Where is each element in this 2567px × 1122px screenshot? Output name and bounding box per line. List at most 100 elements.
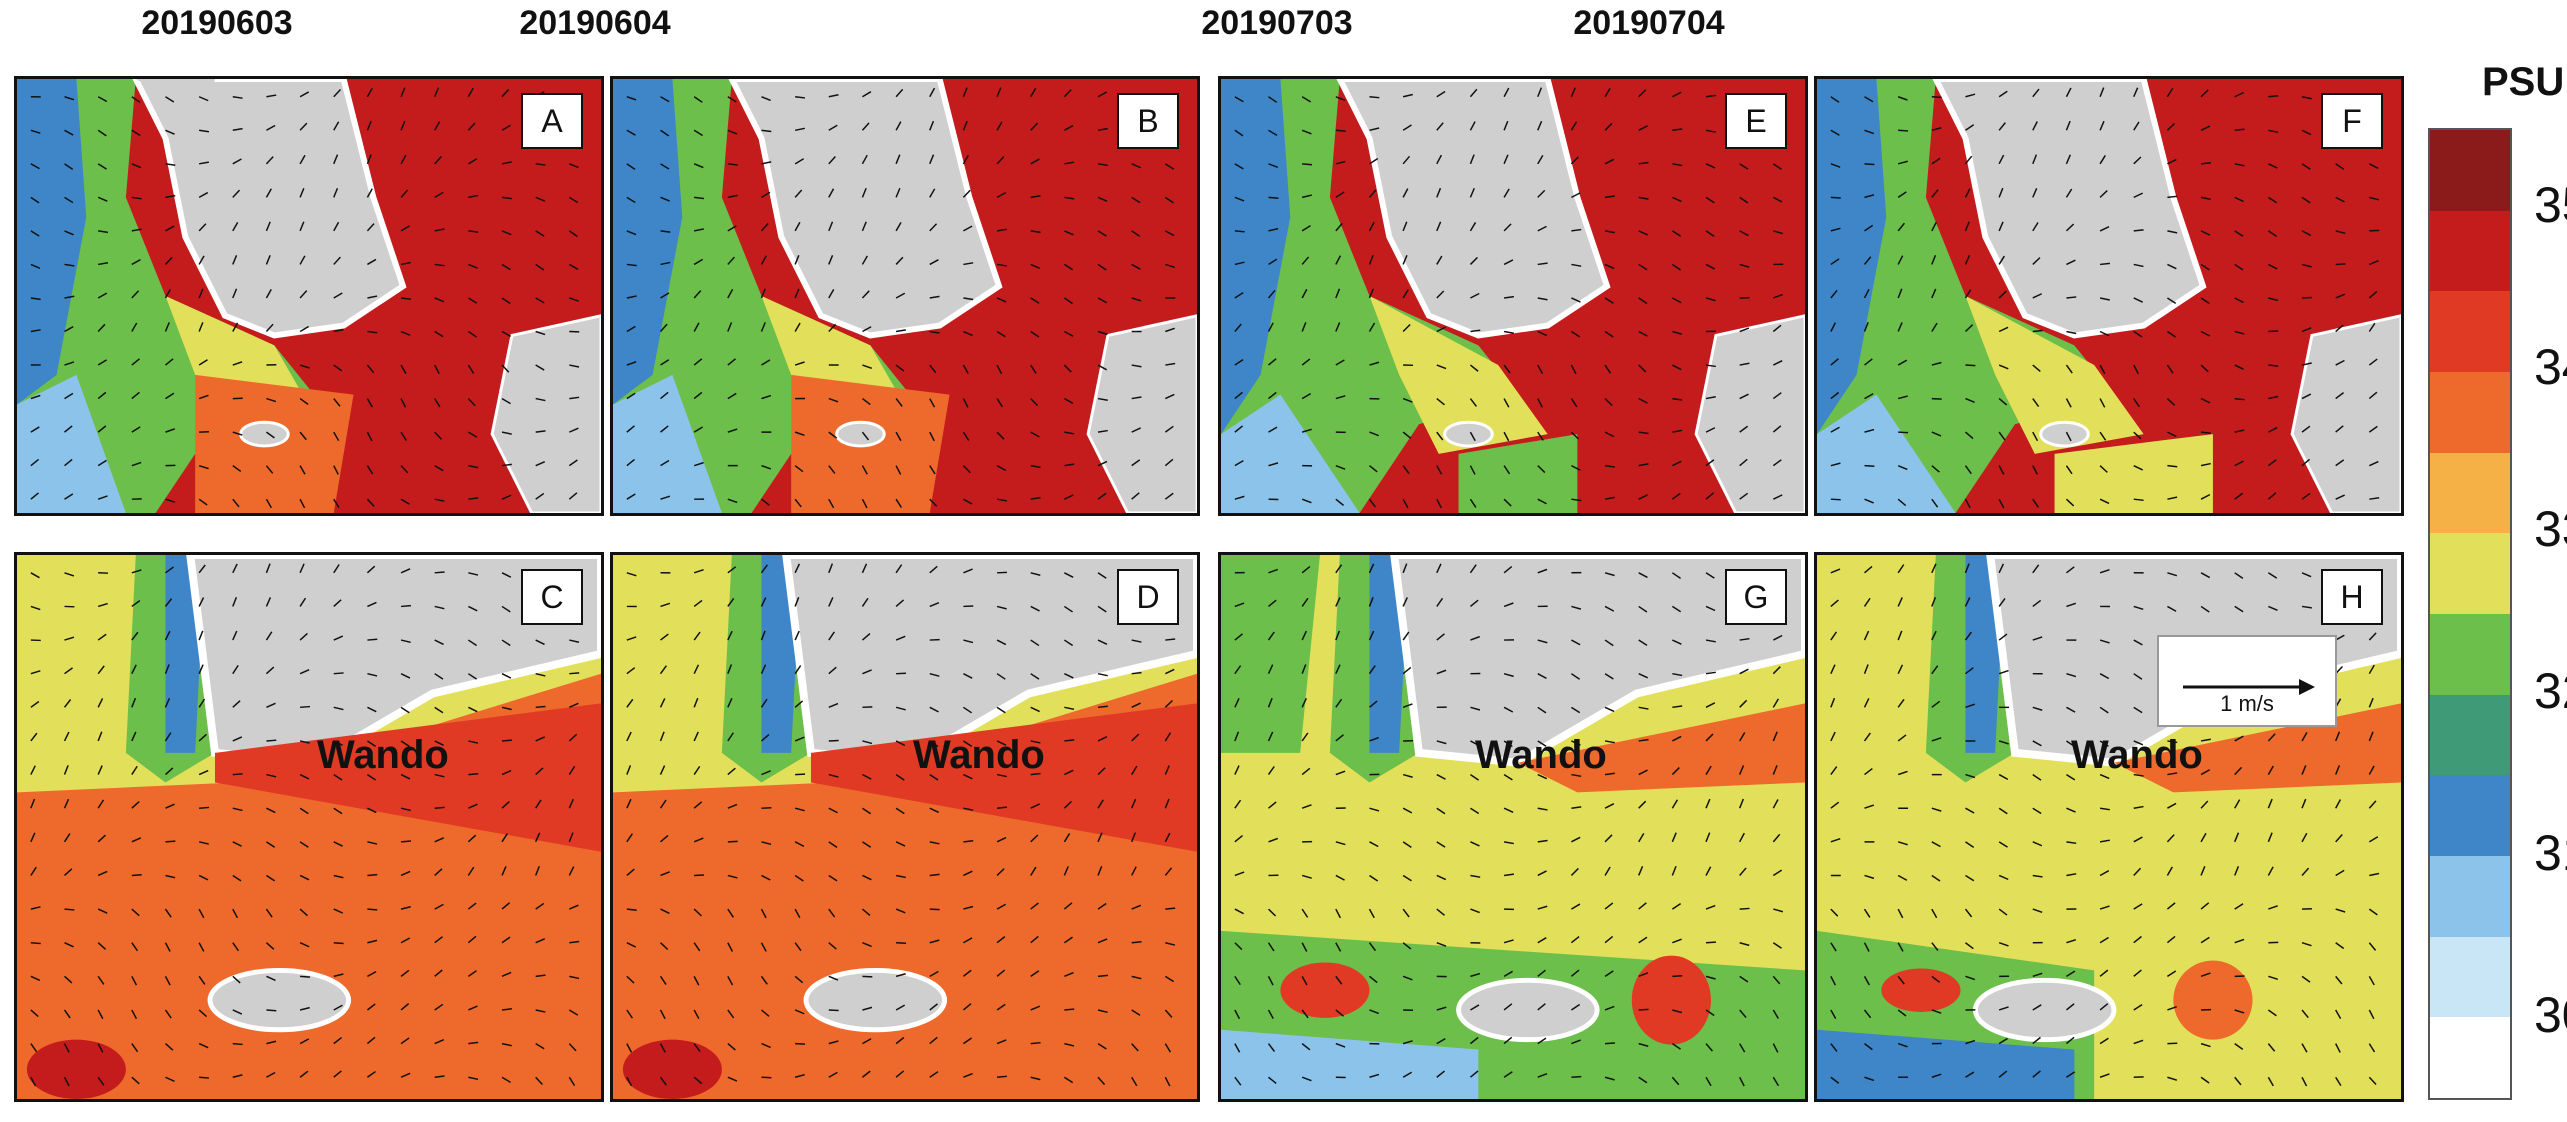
flow-arrow — [828, 563, 834, 574]
flow-arrow — [2301, 867, 2310, 876]
flow-arrow — [2032, 329, 2043, 333]
flow-arrow — [2335, 263, 2346, 266]
flow-arrow — [2166, 87, 2174, 98]
flow-arrow — [333, 564, 340, 574]
flow-arrow — [64, 667, 73, 675]
flow-arrow — [761, 770, 771, 776]
flow-arrow — [569, 396, 580, 400]
flow-arrow — [1570, 431, 1579, 440]
flow-arrow — [2267, 733, 2276, 742]
flow-arrow — [400, 639, 411, 644]
flow-arrow — [1570, 156, 1579, 165]
flow-arrow — [2166, 122, 2176, 131]
flow-arrow — [299, 874, 310, 881]
flow-arrow — [1030, 605, 1040, 612]
flow-arrow — [1097, 397, 1108, 402]
flow-arrow — [64, 129, 74, 136]
flow-arrow — [1931, 431, 1942, 437]
flow-arrow — [660, 908, 670, 915]
flow-arrow — [962, 364, 969, 375]
flow-arrow — [929, 364, 937, 374]
flow-arrow — [2200, 1042, 2211, 1048]
flow-arrow — [693, 1043, 701, 1053]
flow-arrow — [1739, 492, 1749, 500]
flow-arrow — [1097, 705, 1108, 709]
flow-arrow — [165, 498, 176, 503]
flow-arrow — [367, 706, 377, 713]
flow-arrow — [1267, 731, 1274, 742]
flow-arrow — [1671, 1076, 1680, 1086]
flow-arrow — [400, 189, 409, 198]
flow-arrow — [501, 866, 507, 876]
flow-arrow — [64, 572, 75, 577]
flow-arrow — [434, 673, 444, 680]
flow-arrow — [1897, 942, 1904, 952]
flow-arrow — [333, 706, 344, 711]
flow-arrow — [64, 392, 74, 400]
flow-arrow — [64, 263, 75, 267]
flow-arrow — [626, 392, 636, 400]
flow-arrow — [131, 96, 141, 103]
flow-arrow — [164, 767, 174, 776]
flow-arrow — [2099, 969, 2109, 977]
flow-arrow — [1965, 93, 1976, 98]
flow-arrow — [299, 1006, 310, 1011]
flow-arrow — [828, 1040, 839, 1045]
flow-arrow — [896, 941, 907, 944]
flow-arrow — [1064, 330, 1074, 337]
flow-arrow — [501, 364, 510, 373]
flow-arrow — [1638, 1008, 1649, 1011]
flow-arrow — [1503, 295, 1514, 299]
flow-arrow — [862, 773, 872, 780]
flow-arrow — [1998, 154, 2005, 165]
flow-arrow — [2200, 769, 2211, 776]
flow-arrow — [535, 1042, 545, 1050]
flow-arrow — [626, 1076, 633, 1087]
flow-arrow — [2267, 832, 2273, 843]
flow-arrow — [760, 942, 767, 952]
flow-arrow — [1739, 196, 1749, 204]
flow-arrow — [693, 96, 703, 103]
flow-arrow — [1335, 841, 1346, 846]
flow-arrow — [2099, 740, 2109, 747]
flow-arrow — [266, 807, 276, 814]
flow-arrow — [2301, 263, 2312, 268]
flow-arrow — [2032, 88, 2040, 98]
flow-arrow — [501, 673, 512, 679]
flow-arrow — [1063, 936, 1073, 944]
flow-arrow — [659, 975, 667, 985]
flow-arrow — [2200, 263, 2210, 271]
flow-arrow — [1830, 1076, 1840, 1084]
flow-arrow — [1739, 163, 1749, 170]
flow-arrow — [1131, 427, 1141, 433]
flow-arrow — [165, 566, 174, 574]
flow-arrow — [760, 908, 767, 919]
flow-arrow — [1964, 631, 1972, 641]
flow-arrow — [1537, 431, 1544, 441]
flow-arrow — [30, 329, 41, 333]
flow-arrow — [1267, 976, 1274, 986]
flow-arrow — [1268, 391, 1277, 400]
flow-arrow — [1638, 1076, 1648, 1084]
flow-arrow — [2065, 120, 2071, 131]
flow-arrow — [1301, 664, 1307, 674]
flow-arrow — [30, 906, 41, 910]
flow-arrow — [2166, 935, 2176, 944]
flow-arrow — [1165, 907, 1176, 910]
flow-arrow — [30, 230, 40, 237]
flow-arrow — [467, 902, 477, 910]
flow-arrow — [2065, 465, 2073, 475]
flow-arrow — [1897, 1042, 1908, 1048]
flow-arrow — [2234, 397, 2245, 401]
flow-arrow — [1998, 874, 2009, 881]
flow-arrow — [30, 394, 41, 400]
flow-arrow — [1097, 672, 1108, 677]
flow-arrow — [2065, 1036, 2075, 1045]
flow-arrow — [2032, 740, 2042, 747]
flow-arrow — [693, 426, 703, 433]
flow-arrow — [1965, 397, 1975, 404]
flow-arrow — [929, 330, 940, 334]
flow-arrow — [1638, 800, 1647, 809]
flow-arrow — [1097, 736, 1108, 742]
flow-arrow — [198, 255, 205, 265]
